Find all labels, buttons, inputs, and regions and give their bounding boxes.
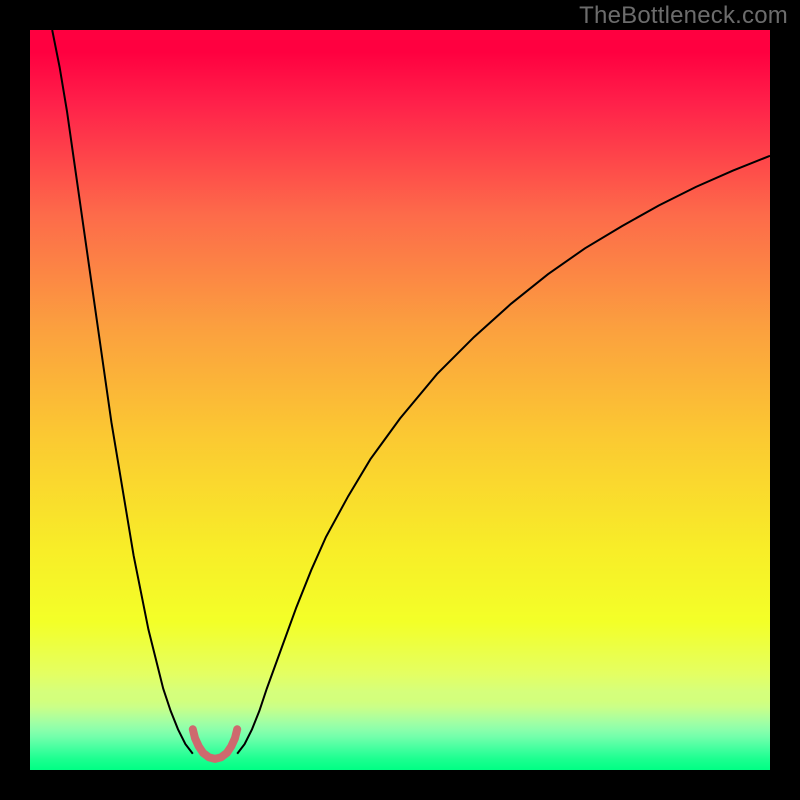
bottleneck-chart: [30, 30, 770, 770]
watermark-text: TheBottleneck.com: [579, 2, 788, 30]
gradient-background: [30, 30, 770, 770]
chart-container: [30, 30, 770, 770]
